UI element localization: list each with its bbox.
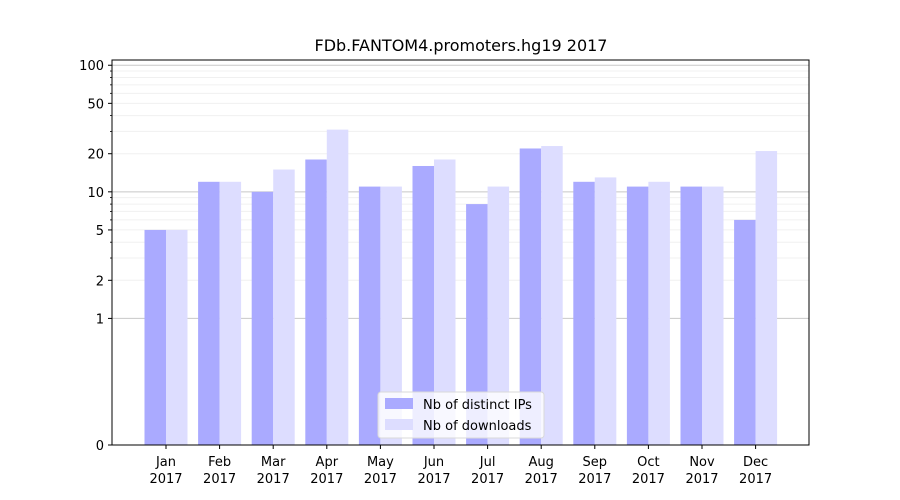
x-tick-label-year: 2017: [203, 472, 236, 487]
x-tick-label-year: 2017: [578, 472, 611, 487]
x-tick-label-year: 2017: [149, 472, 182, 487]
x-tick-label-month: Apr: [316, 455, 339, 470]
x-tick-label-month: Nov: [689, 455, 715, 470]
bar: [519, 148, 542, 445]
x-tick-label-year: 2017: [364, 472, 397, 487]
x-axis: Jan 2017 Feb 2017 Mar 2017 Apr 2017 May 2017 Jun 20…: [149, 445, 772, 487]
bar: [541, 146, 563, 445]
bar: [198, 181, 220, 445]
y-tick-label: 1: [96, 312, 104, 327]
bar: [626, 186, 649, 446]
x-tick-label-month: Dec: [743, 455, 768, 470]
y-tick-label: 2: [96, 274, 104, 289]
x-tick-label-month: Jul: [479, 455, 496, 470]
x-tick-label-year: 2017: [257, 472, 290, 487]
bar: [434, 159, 456, 445]
bar: [166, 229, 188, 445]
bar: [412, 165, 434, 446]
bar: [380, 186, 402, 446]
x-tick-label-year: 2017: [685, 472, 718, 487]
bar: [144, 229, 166, 445]
bar: [273, 169, 295, 445]
bar: [648, 181, 670, 445]
bar: [734, 219, 756, 445]
x-tick-label-month: Jan: [155, 455, 176, 470]
bar: [573, 181, 595, 445]
bar: [487, 186, 510, 446]
x-tick-label-year: 2017: [310, 472, 343, 487]
x-tick-label-year: 2017: [632, 472, 665, 487]
bar: [755, 151, 778, 445]
x-tick-label-year: 2017: [471, 472, 504, 487]
legend: Nb of distinct IPs Nb of downloads: [377, 391, 545, 439]
legend-swatch: [385, 398, 413, 409]
y-axis: 0 1 2 5 10 20 50 100: [79, 59, 112, 454]
x-tick-label-month: Jun: [423, 455, 444, 470]
x-tick-label-month: Sep: [583, 455, 608, 470]
legend-box: [377, 391, 545, 439]
y-tick-label: 0: [96, 439, 104, 454]
y-tick-label: 20: [87, 148, 104, 163]
x-tick-label-month: Aug: [529, 455, 554, 470]
y-tick-label: 50: [87, 97, 104, 112]
x-tick-label-month: Mar: [261, 455, 286, 470]
chart-title: FDb.FANTOM4.promoters.hg19 2017: [315, 36, 608, 55]
bars: [144, 129, 778, 446]
legend-label: Nb of downloads: [423, 419, 532, 434]
x-tick-label-year: 2017: [739, 472, 772, 487]
bar: [219, 181, 242, 445]
bar: [680, 186, 702, 446]
x-tick-label-year: 2017: [417, 472, 450, 487]
y-tick-label: 10: [87, 186, 104, 201]
x-tick-label-month: May: [367, 455, 394, 470]
x-tick-label-month: Oct: [637, 455, 659, 470]
y-tick-label: 100: [79, 59, 104, 74]
legend-label: Nb of distinct IPs: [423, 398, 532, 413]
bar: [594, 177, 617, 446]
bar: [326, 129, 349, 445]
plot-frame: [111, 59, 810, 446]
bar: [466, 204, 488, 445]
y-tick-label: 5: [96, 224, 104, 239]
bar: [305, 159, 327, 445]
bar: [358, 186, 381, 446]
x-tick-label-month: Feb: [208, 455, 231, 470]
x-tick-label-year: 2017: [525, 472, 558, 487]
bar: [702, 186, 724, 446]
bar: [251, 191, 274, 445]
legend-swatch: [385, 419, 413, 430]
